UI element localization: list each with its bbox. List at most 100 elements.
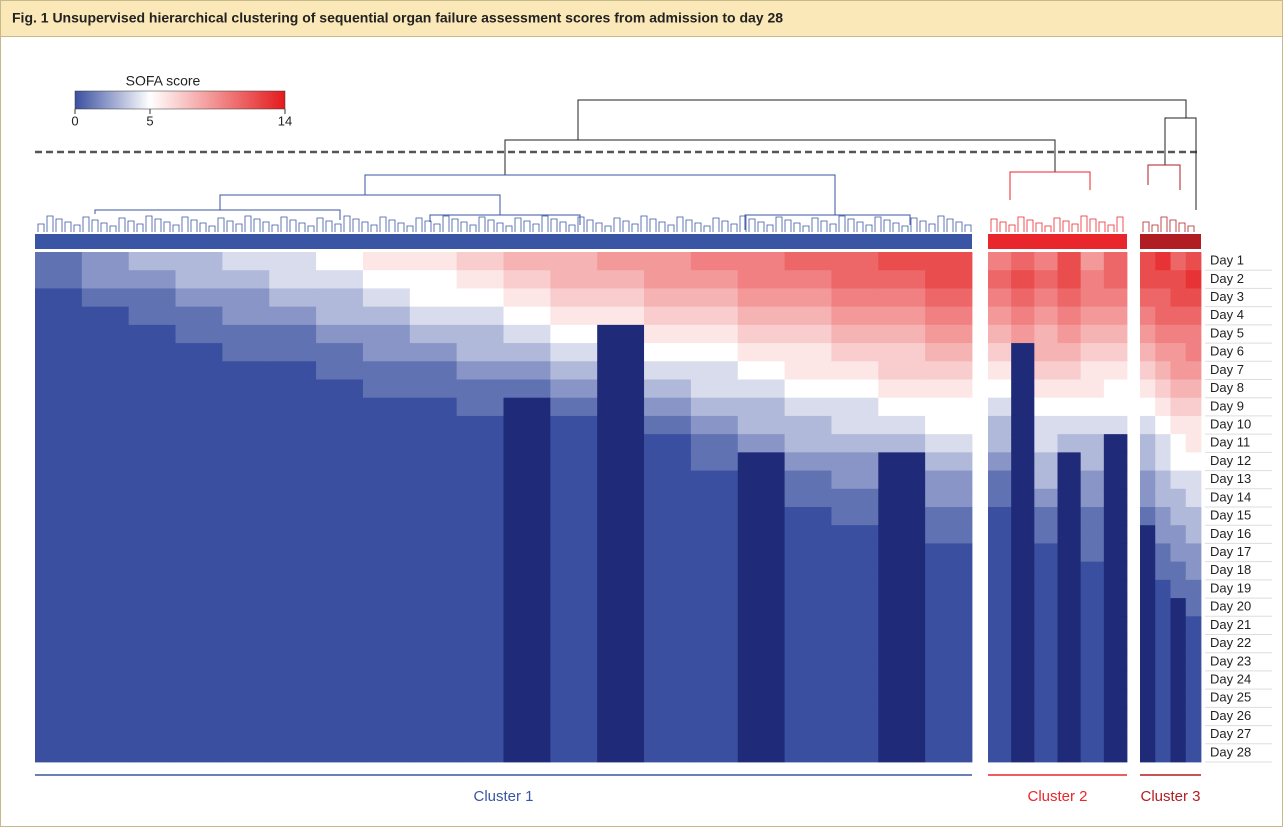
heat-cell bbox=[1057, 252, 1082, 271]
heat-cell bbox=[550, 634, 598, 654]
heat-cell bbox=[269, 452, 317, 471]
heat-cell bbox=[1103, 379, 1128, 399]
heat-cell bbox=[1103, 507, 1128, 526]
leaf-link bbox=[1080, 215, 1088, 232]
heat-cell bbox=[784, 306, 832, 326]
heat-cell bbox=[503, 689, 551, 708]
heat-cell bbox=[1034, 324, 1058, 344]
heat-cell bbox=[690, 634, 739, 654]
heat-cell bbox=[409, 470, 458, 490]
heat-cell bbox=[456, 488, 504, 508]
heat-cell bbox=[269, 652, 317, 672]
heat-cell bbox=[1185, 689, 1202, 708]
cluster-bar bbox=[35, 234, 972, 249]
heat-cell bbox=[1080, 343, 1105, 362]
heat-cell bbox=[1057, 652, 1082, 672]
heat-cell bbox=[1011, 288, 1035, 308]
heat-cell bbox=[81, 306, 130, 326]
heat-cell bbox=[1034, 543, 1058, 563]
leaf-link bbox=[388, 219, 396, 232]
heat-cell bbox=[737, 379, 785, 399]
heat-cell bbox=[35, 324, 83, 344]
heat-cell bbox=[784, 415, 832, 435]
leaf-link bbox=[964, 224, 972, 232]
leaf-link bbox=[469, 224, 477, 232]
heat-cell bbox=[1011, 361, 1035, 380]
heat-cell bbox=[1034, 507, 1058, 526]
heat-cell bbox=[316, 525, 364, 544]
leaf-link bbox=[1008, 224, 1016, 232]
row-label: Day 2 bbox=[1210, 271, 1244, 286]
heat-cell bbox=[831, 361, 879, 380]
heat-cell bbox=[1170, 252, 1187, 271]
heat-cell bbox=[1140, 470, 1156, 490]
heat-cell bbox=[737, 397, 785, 417]
leaf-link bbox=[460, 221, 468, 232]
leaf-link bbox=[613, 217, 621, 232]
leaf-link bbox=[433, 223, 441, 232]
heat-cell bbox=[1103, 652, 1128, 672]
heat-cell bbox=[1155, 397, 1171, 417]
heat-cell bbox=[1080, 252, 1105, 271]
heat-cell bbox=[988, 343, 1012, 362]
heat-cell bbox=[362, 743, 411, 763]
heat-cell bbox=[988, 488, 1012, 508]
heat-cell bbox=[1140, 288, 1156, 308]
heat-cell bbox=[81, 598, 130, 617]
heat-cell bbox=[878, 379, 926, 399]
heat-cell bbox=[1155, 324, 1171, 344]
heat-cell bbox=[456, 343, 504, 362]
heat-cell bbox=[1185, 725, 1202, 745]
heat-cell bbox=[1170, 415, 1187, 435]
heat-cell bbox=[878, 598, 926, 617]
leaf-link bbox=[658, 221, 666, 232]
leaf-link bbox=[226, 220, 234, 232]
leaf-link bbox=[1026, 219, 1034, 232]
heat-cell bbox=[81, 634, 130, 654]
heat-cell bbox=[409, 652, 458, 672]
heat-cell bbox=[503, 452, 551, 471]
heat-cell bbox=[81, 525, 130, 544]
heat-cell bbox=[1103, 452, 1128, 471]
heat-cell bbox=[1011, 579, 1035, 599]
heat-cell bbox=[35, 725, 83, 745]
heat-cell bbox=[1140, 452, 1156, 471]
heat-cell bbox=[1140, 634, 1156, 654]
heat-cell bbox=[175, 670, 223, 690]
leaf-link bbox=[244, 215, 252, 232]
heat-cell bbox=[550, 543, 598, 563]
heat-cell bbox=[269, 507, 317, 526]
heat-cell bbox=[128, 434, 176, 453]
heat-cell bbox=[784, 689, 832, 708]
heat-cell bbox=[81, 689, 130, 708]
heat-cell bbox=[1170, 324, 1187, 344]
heat-cell bbox=[1080, 306, 1105, 326]
leaf-link bbox=[730, 223, 738, 232]
heat-cell bbox=[925, 397, 973, 417]
heat-cell bbox=[222, 434, 270, 453]
heat-cell bbox=[316, 415, 364, 435]
heat-cell bbox=[597, 379, 645, 399]
heat-cell bbox=[690, 579, 739, 599]
heat-cell bbox=[316, 361, 364, 380]
heat-cell bbox=[1103, 707, 1128, 726]
leaf-link bbox=[640, 215, 648, 232]
heat-cell bbox=[1140, 415, 1156, 435]
heat-cell bbox=[831, 415, 879, 435]
heat-cell bbox=[644, 252, 692, 271]
heat-cell bbox=[222, 616, 270, 635]
heat-cell bbox=[831, 488, 879, 508]
leaf-link bbox=[955, 221, 963, 232]
heat-cell bbox=[362, 452, 411, 471]
heat-cell bbox=[690, 707, 739, 726]
heat-cell bbox=[175, 379, 223, 399]
heat-cell bbox=[456, 452, 504, 471]
heat-cell bbox=[1155, 252, 1171, 271]
heat-cell bbox=[925, 579, 973, 599]
heat-cell bbox=[550, 415, 598, 435]
leaf-link bbox=[172, 224, 180, 232]
heat-cell bbox=[597, 415, 645, 435]
heat-cell bbox=[831, 252, 879, 271]
heat-cell bbox=[175, 306, 223, 326]
heat-cell bbox=[831, 324, 879, 344]
